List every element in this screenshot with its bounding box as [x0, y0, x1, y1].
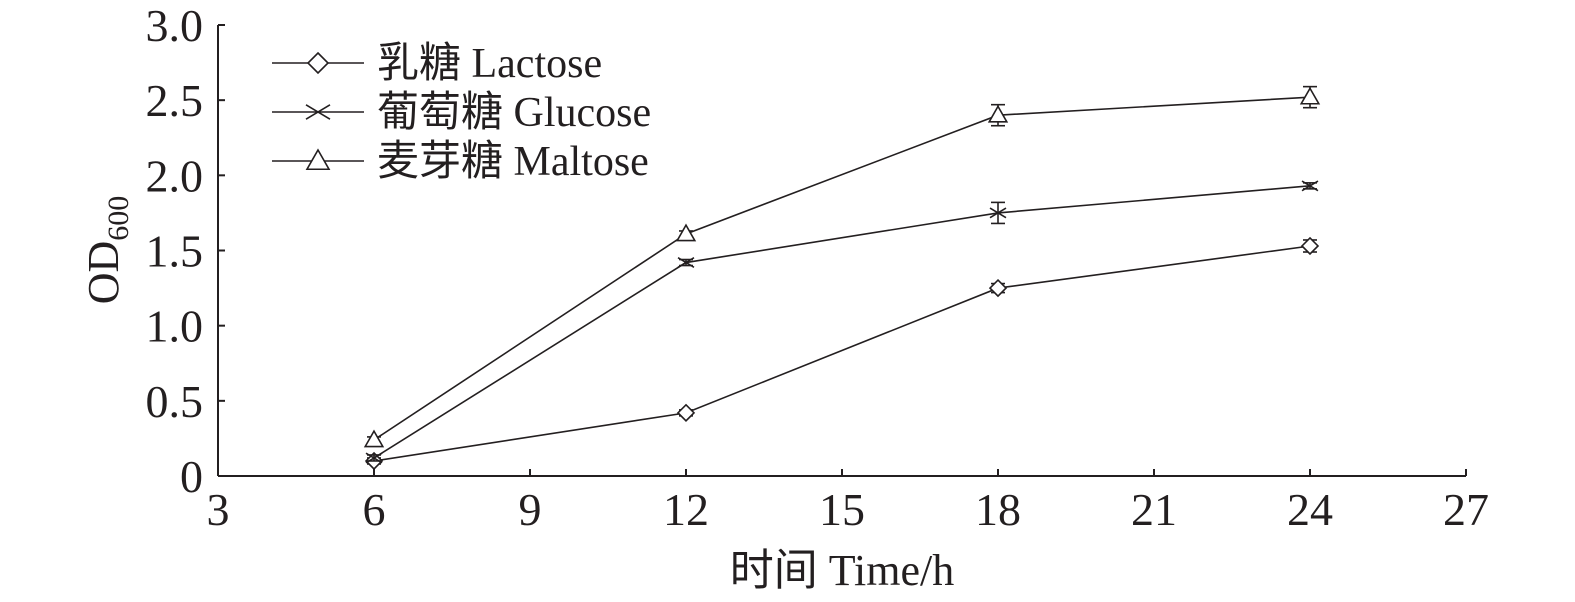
x-marker-stroke: [1301, 180, 1319, 192]
legend-label: 麦芽糖 Maltose: [377, 139, 649, 185]
diamond-marker: [1300, 236, 1320, 256]
series-line: [373, 185, 1311, 459]
x-marker-stroke: [365, 452, 383, 464]
diamond-marker: [676, 403, 696, 422]
y-tick-label: 0: [180, 451, 203, 502]
y-tick-label: 1.5: [146, 226, 204, 277]
series-diamond: [364, 236, 1320, 471]
x-tick-label: 9: [519, 484, 542, 535]
series-group: [363, 85, 1321, 471]
series-x: [365, 180, 1319, 464]
y-axis-title: OD600: [79, 196, 135, 305]
x-axis-ticks: 3 6 9 12 15 18 21 24 27: [207, 469, 1489, 535]
y-tick-label: 0.5: [146, 376, 204, 427]
x-axis-title: 时间 Time/h: [730, 546, 955, 595]
x-marker-stroke: [989, 207, 1007, 219]
x-tick-label: 12: [663, 484, 709, 535]
triangle-marker: [987, 104, 1009, 123]
x-marker-stroke: [305, 104, 331, 120]
y-axis-title-subscript: 600: [102, 196, 135, 241]
x-tick-label: 24: [1287, 484, 1333, 535]
x-tick-label: 3: [207, 484, 230, 535]
legend-item: 葡萄糖 Glucose: [272, 90, 651, 136]
legend-item: 麦芽糖 Maltose: [272, 139, 649, 185]
x-tick-label: 21: [1131, 484, 1177, 535]
y-tick-label: 1.0: [146, 301, 204, 352]
y-axis-title-main: OD: [79, 241, 128, 305]
y-tick-label: 2.5: [146, 75, 204, 126]
x-tick-label: 27: [1443, 484, 1489, 535]
triangle-marker: [305, 148, 331, 171]
y-tick-label: 3.0: [146, 0, 204, 51]
x-marker-stroke: [677, 257, 695, 269]
series-line: [373, 245, 1311, 462]
x-tick-label: 15: [819, 484, 865, 535]
series-line: [373, 96, 1311, 441]
triangle-marker: [363, 429, 385, 448]
x-tick-label: 6: [363, 484, 386, 535]
x-tick-label: 18: [975, 484, 1021, 535]
legend-label: 葡萄糖 Glucose: [377, 90, 651, 136]
diamond-marker: [988, 278, 1008, 298]
y-tick-label: 2.0: [146, 150, 204, 201]
diamond-marker: [306, 51, 330, 75]
triangle-marker: [675, 223, 697, 242]
legend-item: 乳糖 Lactose: [272, 41, 602, 87]
y-axis-ticks: 0 0.5 1.0 1.5 2.0 2.5 3.0: [146, 0, 225, 502]
series-triangle: [363, 85, 1321, 448]
legend-label: 乳糖 Lactose: [377, 41, 602, 87]
triangle-marker: [1299, 86, 1321, 105]
